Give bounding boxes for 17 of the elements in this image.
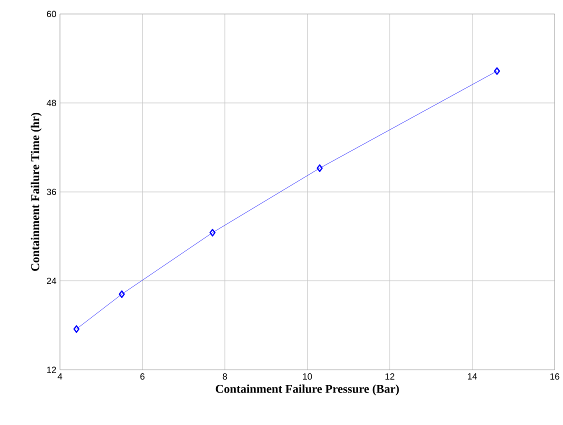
x-tick-label: 12 [385,373,394,380]
y-tick-label: 48 [46,100,56,106]
y-axis-title: Containment Failure Time (hr) [30,112,42,272]
x-tick-label: 10 [303,373,312,380]
y-tick-label: 12 [47,366,56,374]
point [209,228,216,237]
x-tick-label: 8 [222,373,227,380]
x-tick-label: 6 [140,373,145,380]
x-tick-label: 16 [550,373,560,380]
y-tick-label: 36 [46,188,56,196]
y-tick-label: 24 [46,278,56,284]
x-tick-label: 4 [58,373,62,380]
point [316,164,323,172]
x-tick-label: 14 [468,373,477,380]
y-tick-label: 60 [46,10,56,18]
x-axis-title: Containment Failure Pressure (Bar) [216,384,399,396]
point [118,290,125,298]
